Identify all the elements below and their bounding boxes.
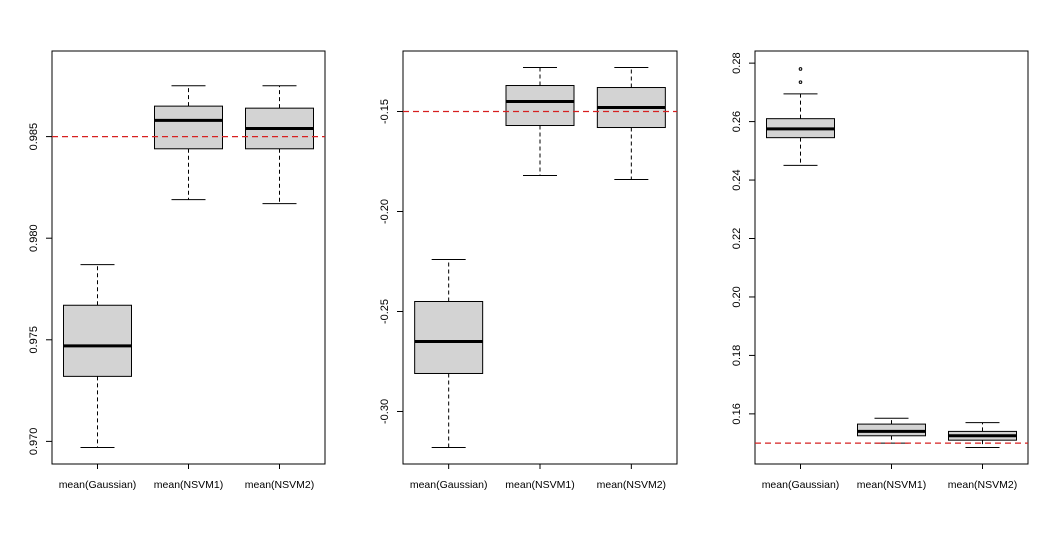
- box-mean-nsvm1-: [505, 67, 575, 177]
- box-mean-nsvm1-: [154, 85, 223, 201]
- y-tick-label: 0.985: [28, 123, 40, 151]
- outlier-point: [798, 80, 803, 84]
- box-mean-nsvm2-: [948, 422, 1017, 448]
- box-mean-gaussian-: [414, 258, 484, 448]
- y-tick-label: -0.25: [379, 299, 391, 324]
- x-tick-label: mean(NSVM2): [597, 479, 666, 491]
- x-tick-label: mean(NSVM1): [154, 479, 223, 491]
- y-tick-label: 0.22: [731, 228, 743, 249]
- iqr-box: [414, 300, 484, 374]
- x-tick-label: mean(NSVM2): [948, 479, 1017, 491]
- panel-2-boxplot: -0.30 -0.25 -0.20 -0.15 mean(Gaussian) mean(N…: [379, 50, 678, 491]
- box-mean-nsvm1-: [857, 417, 926, 444]
- box-mean-gaussian-: [766, 67, 835, 166]
- y-tick-label: 0.24: [731, 169, 743, 190]
- iqr-box: [63, 304, 132, 377]
- y-tick-label: 0.980: [28, 224, 40, 252]
- plot-frame: [754, 50, 1029, 465]
- y-tick-label: -0.30: [379, 399, 391, 424]
- y-tick-label: 0.20: [731, 286, 743, 307]
- y-tick-label: 0.26: [731, 111, 743, 132]
- box-mean-nsvm2-: [596, 67, 666, 181]
- iqr-box: [505, 85, 575, 127]
- y-tick-label: 0.16: [731, 403, 743, 424]
- panel-3-boxplot: 0.16 0.18 0.20 0.22 0.24 0.26 0.28 mean(Gaussia…: [731, 50, 1029, 491]
- x-tick-label: mean(Gaussian): [410, 479, 488, 491]
- box-mean-nsvm2-: [245, 85, 314, 205]
- outlier-point: [798, 67, 803, 71]
- x-tick-label: mean(NSVM1): [857, 479, 926, 491]
- y-tick-label: 0.970: [28, 428, 40, 456]
- x-tick-label: mean(NSVM1): [505, 479, 574, 491]
- x-tick-label: mean(Gaussian): [762, 479, 840, 491]
- box-mean-gaussian-: [63, 264, 132, 448]
- y-tick-label: 0.975: [28, 326, 40, 354]
- y-tick-label: -0.20: [379, 199, 391, 224]
- x-tick-label: mean(Gaussian): [59, 479, 137, 491]
- y-tick-label: 0.28: [731, 52, 743, 73]
- y-tick-label: -0.15: [379, 99, 391, 124]
- panel-1-boxplot: 0.970 0.975 0.980 0.985 mean(Gaussian) mean(N…: [28, 50, 326, 491]
- iqr-box: [154, 105, 223, 150]
- y-tick-label: 0.18: [731, 345, 743, 366]
- x-tick-label: mean(NSVM2): [245, 479, 314, 491]
